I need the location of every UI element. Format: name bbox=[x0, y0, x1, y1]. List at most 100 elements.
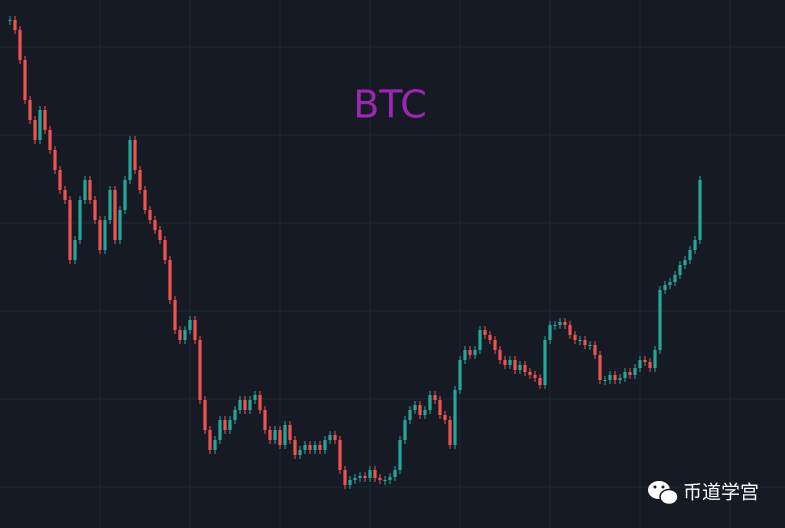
candle-body bbox=[178, 330, 182, 340]
candle-body bbox=[133, 140, 137, 170]
candle-body bbox=[648, 362, 652, 368]
candle-body bbox=[158, 230, 162, 240]
candle-body bbox=[413, 405, 417, 410]
candle-body bbox=[243, 400, 247, 410]
candle-body bbox=[383, 480, 387, 481]
candle-body bbox=[108, 190, 112, 220]
candle-body bbox=[528, 372, 532, 375]
candle-body bbox=[298, 450, 302, 455]
candle-body bbox=[568, 325, 572, 335]
candle-body bbox=[408, 410, 412, 420]
candle-body bbox=[348, 480, 352, 485]
candle-body bbox=[303, 445, 307, 450]
candle-body bbox=[283, 425, 287, 445]
candle-body bbox=[203, 400, 207, 430]
candle-body bbox=[493, 340, 497, 350]
candle-body bbox=[248, 400, 252, 410]
candle-body bbox=[398, 440, 402, 470]
candle-body bbox=[678, 265, 682, 275]
candle-body bbox=[223, 420, 227, 430]
candle-body bbox=[338, 440, 342, 470]
candle-body bbox=[638, 360, 642, 368]
candle-body bbox=[428, 395, 432, 410]
candle-body bbox=[28, 100, 32, 120]
candle-body bbox=[278, 430, 282, 445]
candle-body bbox=[483, 330, 487, 335]
candle-body bbox=[58, 170, 62, 190]
candle-body bbox=[458, 360, 462, 390]
candle-body bbox=[323, 440, 327, 450]
candle-body bbox=[118, 210, 122, 240]
candle-body bbox=[698, 180, 702, 240]
candle-body bbox=[453, 390, 457, 445]
candle-body bbox=[543, 340, 547, 385]
candle-body bbox=[438, 400, 442, 415]
candle-body bbox=[343, 470, 347, 485]
candle-body bbox=[328, 435, 332, 440]
candle-body bbox=[523, 365, 527, 372]
candle-body bbox=[388, 477, 392, 480]
candle-body bbox=[68, 200, 72, 260]
candle-body bbox=[63, 190, 67, 200]
candle-body bbox=[33, 120, 37, 140]
candle-body bbox=[288, 425, 292, 440]
candle-body bbox=[353, 478, 357, 480]
candle-body bbox=[498, 350, 502, 360]
candle-body bbox=[273, 430, 277, 440]
candle-body bbox=[213, 440, 217, 450]
candle-body bbox=[448, 420, 452, 445]
candle-body bbox=[673, 275, 677, 282]
candle-body bbox=[558, 322, 562, 325]
candle-body bbox=[668, 282, 672, 285]
candle-body bbox=[168, 260, 172, 300]
candle-body bbox=[538, 378, 542, 385]
watermark-icon bbox=[648, 481, 679, 506]
candle-body bbox=[218, 420, 222, 440]
candle-body bbox=[103, 220, 107, 250]
candle-body bbox=[683, 260, 687, 265]
candle-body bbox=[293, 440, 297, 455]
candle-body bbox=[88, 180, 92, 200]
candle-body bbox=[363, 476, 367, 478]
candle-body bbox=[313, 445, 317, 450]
candle-body bbox=[13, 20, 17, 30]
candle-body bbox=[268, 430, 272, 440]
candle-body bbox=[513, 360, 517, 370]
candle-body bbox=[193, 320, 197, 340]
candle-body bbox=[508, 360, 512, 365]
candle-body bbox=[138, 170, 142, 190]
candle-body bbox=[373, 470, 377, 478]
candle-body bbox=[588, 345, 592, 346]
candle-body bbox=[78, 200, 82, 240]
candle-body bbox=[83, 180, 87, 200]
candle-body bbox=[488, 335, 492, 340]
chart-title: BTC bbox=[353, 83, 427, 127]
candle-body bbox=[443, 415, 447, 420]
candle-body bbox=[618, 378, 622, 380]
watermark: 币道学宫 bbox=[683, 482, 759, 504]
candle-body bbox=[658, 290, 662, 350]
candle-body bbox=[48, 130, 52, 150]
candle-body bbox=[73, 240, 77, 260]
candle-body bbox=[183, 330, 187, 340]
candle-body bbox=[688, 250, 692, 260]
candle-body bbox=[123, 180, 127, 210]
candle-body bbox=[598, 355, 602, 380]
candle-body bbox=[253, 395, 257, 400]
candle-body bbox=[368, 470, 372, 478]
candle-body bbox=[653, 350, 657, 368]
candle-body bbox=[333, 435, 337, 440]
candle-body bbox=[643, 360, 647, 362]
candle-body bbox=[628, 372, 632, 375]
candle-body bbox=[153, 220, 157, 230]
candle-body bbox=[43, 110, 47, 130]
candle-body bbox=[633, 368, 637, 375]
candle-body bbox=[23, 60, 27, 100]
candle-body bbox=[198, 340, 202, 400]
candle-body bbox=[233, 410, 237, 420]
candle-body bbox=[468, 350, 472, 355]
candle-body bbox=[603, 380, 607, 381]
